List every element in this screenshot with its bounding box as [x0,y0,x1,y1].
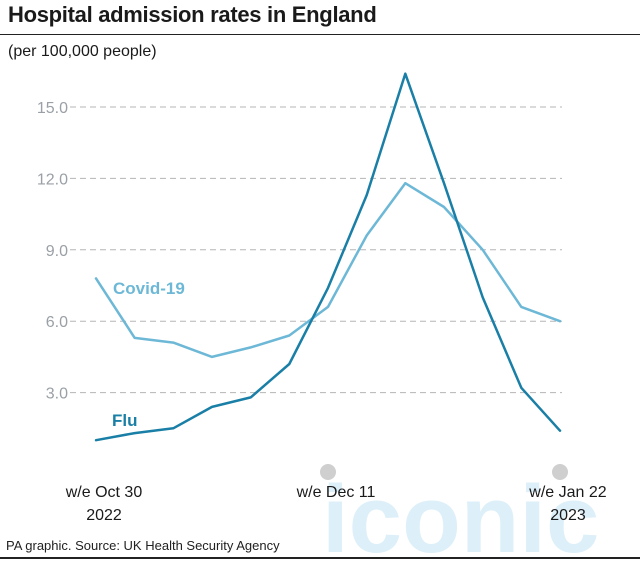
x-tick-marker [320,464,336,480]
y-axis-tick-labels: 3.0 6.0 9.0 12.0 15.0 [37,100,68,403]
series-label-covid: Covid-19 [113,279,185,298]
series-line-covid-19 [94,181,562,359]
y-tick-label: 6.0 [46,314,68,331]
x-axis-tick-labels: w/e Oct 30 2022 w/e Dec 11 w/e Jan 22 2023 [65,484,607,524]
iconic-watermark: iconic [322,466,599,562]
source-note: PA graphic. Source: UK Health Security A… [6,538,280,553]
y-tick-label: 15.0 [37,100,68,117]
x-tick-marker [552,464,568,480]
x-axis-markers [320,464,568,480]
y-tick-label: 12.0 [37,171,68,188]
y-tick-label: 9.0 [46,243,68,260]
x-tick-label: w/e Oct 30 [65,484,143,501]
footer-divider [0,557,640,559]
x-tick-label: 2023 [550,507,586,524]
gridlines [70,106,562,394]
chart-subtitle: (per 100,000 people) [8,43,157,60]
x-tick-label: w/e Jan 22 [528,484,606,501]
series-label-flu: Flu [112,411,138,430]
watermark-text: iconic [322,466,599,562]
y-tick-label: 3.0 [46,386,68,403]
x-tick-label: w/e Dec 11 [296,484,376,501]
series-line-flu [94,72,562,442]
chart-title: Hospital admission rates in England [8,2,377,27]
x-tick-label: 2022 [86,507,122,524]
series-lines [94,72,562,442]
title-divider [0,34,640,35]
